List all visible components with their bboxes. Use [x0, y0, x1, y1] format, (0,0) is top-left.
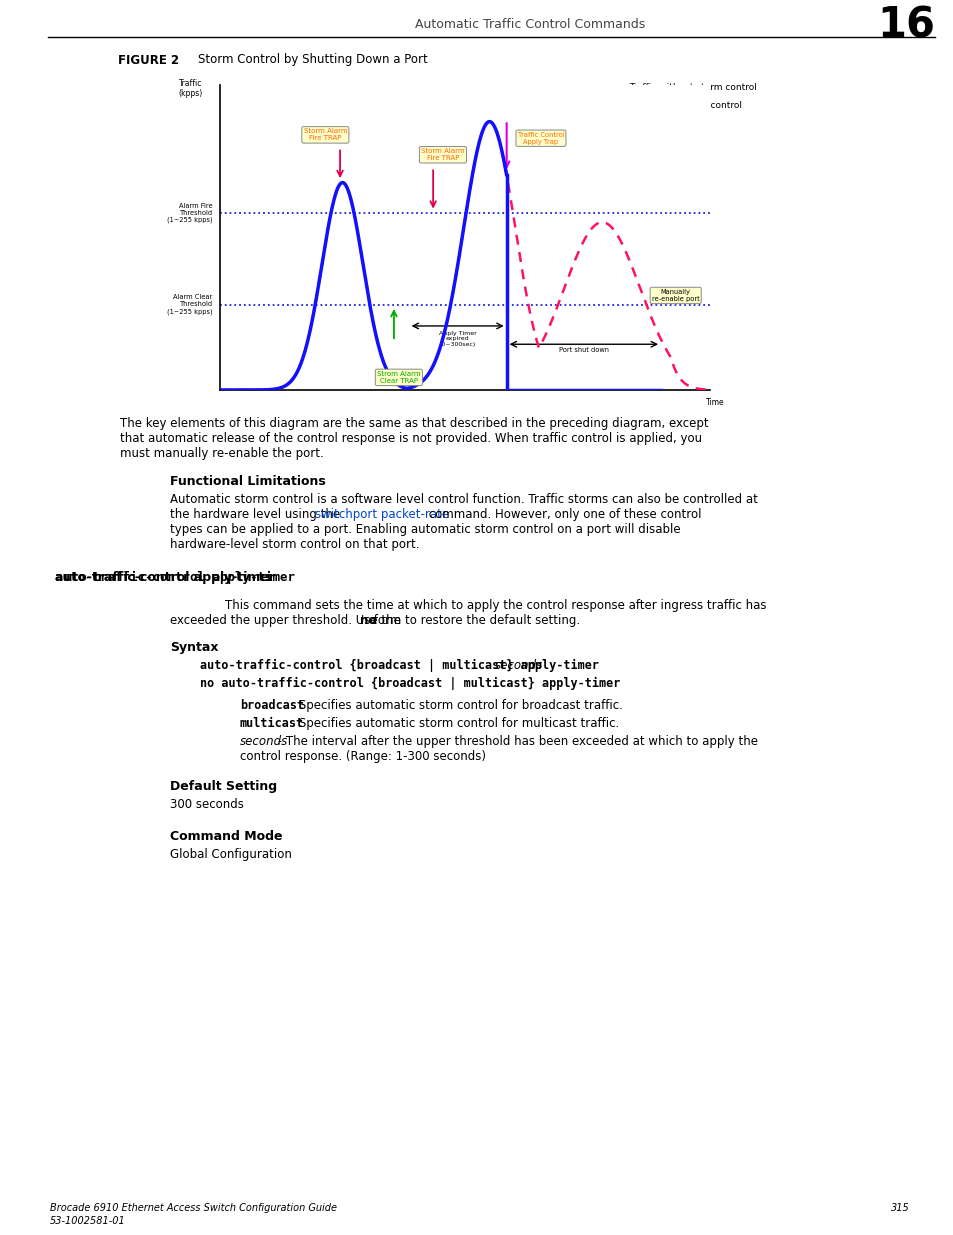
Text: Storm Control by Shutting Down a Port: Storm Control by Shutting Down a Port — [198, 53, 427, 67]
Text: Automatic Traffic Control Commands: Automatic Traffic Control Commands — [415, 19, 644, 32]
Text: seconds: seconds — [495, 659, 543, 672]
Text: switchport packet-rate: switchport packet-rate — [314, 508, 449, 521]
Text: the hardware level using the: the hardware level using the — [170, 508, 343, 521]
Text: - Specifies automatic storm control for broadcast traffic.: - Specifies automatic storm control for … — [286, 699, 622, 713]
Text: must manually re-enable the port.: must manually re-enable the port. — [120, 447, 323, 459]
Text: control response. (Range: 1-300 seconds): control response. (Range: 1-300 seconds) — [240, 750, 485, 763]
Text: broadcast: broadcast — [240, 699, 304, 713]
Text: auto-traffic-control apply-timer: auto-traffic-control apply-timer — [55, 571, 274, 584]
Text: types can be applied to a port. Enabling automatic storm control on a port will : types can be applied to a port. Enabling… — [170, 522, 679, 536]
Text: 315: 315 — [890, 1203, 909, 1213]
Text: Command Mode: Command Mode — [170, 830, 282, 844]
Text: This command sets the time at which to apply the control response after ingress : This command sets the time at which to a… — [210, 599, 765, 613]
Text: 16: 16 — [876, 4, 934, 46]
Text: Global Configuration: Global Configuration — [170, 848, 292, 861]
Text: The key elements of this diagram are the same as that described in the preceding: The key elements of this diagram are the… — [120, 417, 708, 430]
Text: form to restore the default setting.: form to restore the default setting. — [370, 614, 579, 627]
Text: 300 seconds: 300 seconds — [170, 798, 244, 811]
Text: Traffic with storm control: Traffic with storm control — [628, 100, 741, 110]
Text: FIGURE 2: FIGURE 2 — [118, 53, 179, 67]
Text: auto-traffic-control {broadcast | multicast} apply-timer: auto-traffic-control {broadcast | multic… — [200, 659, 605, 672]
Text: Storm Alarm
Fire TRAP: Storm Alarm Fire TRAP — [303, 128, 347, 141]
Text: Storm Alarm
Fire TRAP: Storm Alarm Fire TRAP — [420, 148, 464, 162]
Text: hardware-level storm control on that port.: hardware-level storm control on that por… — [170, 538, 419, 551]
Text: Automatic storm control is a software level control function. Traffic storms can: Automatic storm control is a software le… — [170, 493, 757, 506]
Text: Functional Limitations: Functional Limitations — [170, 475, 325, 488]
Text: Manually
re-enable port: Manually re-enable port — [651, 289, 699, 301]
Text: seconds: seconds — [240, 735, 288, 748]
Text: no: no — [359, 614, 376, 627]
Text: Default Setting: Default Setting — [170, 781, 276, 793]
Text: Traffic Control
Apply Trap: Traffic Control Apply Trap — [517, 132, 563, 144]
Text: that automatic release of the control response is not provided. When traffic con: that automatic release of the control re… — [120, 432, 701, 445]
Text: Traffic
(kpps): Traffic (kpps) — [178, 79, 202, 99]
Text: Port shut down: Port shut down — [558, 347, 608, 353]
Text: 53-1002581-01: 53-1002581-01 — [50, 1216, 126, 1226]
Text: Time: Time — [705, 398, 724, 406]
Text: Syntax: Syntax — [170, 641, 218, 655]
Text: - Specifies automatic storm control for multicast traffic.: - Specifies automatic storm control for … — [286, 718, 618, 730]
Text: Brocade 6910 Ethernet Access Switch Configuration Guide: Brocade 6910 Ethernet Access Switch Conf… — [50, 1203, 336, 1213]
Text: - The interval after the upper threshold has been exceeded at which to apply the: - The interval after the upper threshold… — [274, 735, 758, 748]
Text: multicast: multicast — [240, 718, 304, 730]
Text: Alarm Fire
Threshold
(1~255 kpps): Alarm Fire Threshold (1~255 kpps) — [167, 203, 213, 224]
Text: Apply Timer
expired
(0~300sec): Apply Timer expired (0~300sec) — [438, 331, 476, 347]
Text: auto-traffic-control apply-timer: auto-traffic-control apply-timer — [55, 571, 294, 584]
Text: Traffic without storm control: Traffic without storm control — [628, 83, 756, 91]
Text: Strom Alarm
Clear TRAP: Strom Alarm Clear TRAP — [376, 370, 420, 384]
Text: no auto-traffic-control {broadcast | multicast} apply-timer: no auto-traffic-control {broadcast | mul… — [200, 677, 619, 690]
Text: exceeded the upper threshold. Use the: exceeded the upper threshold. Use the — [170, 614, 404, 627]
Text: command. However, only one of these control: command. However, only one of these cont… — [424, 508, 700, 521]
Text: Alarm Clear
Threshold
(1~255 kpps): Alarm Clear Threshold (1~255 kpps) — [167, 294, 213, 315]
